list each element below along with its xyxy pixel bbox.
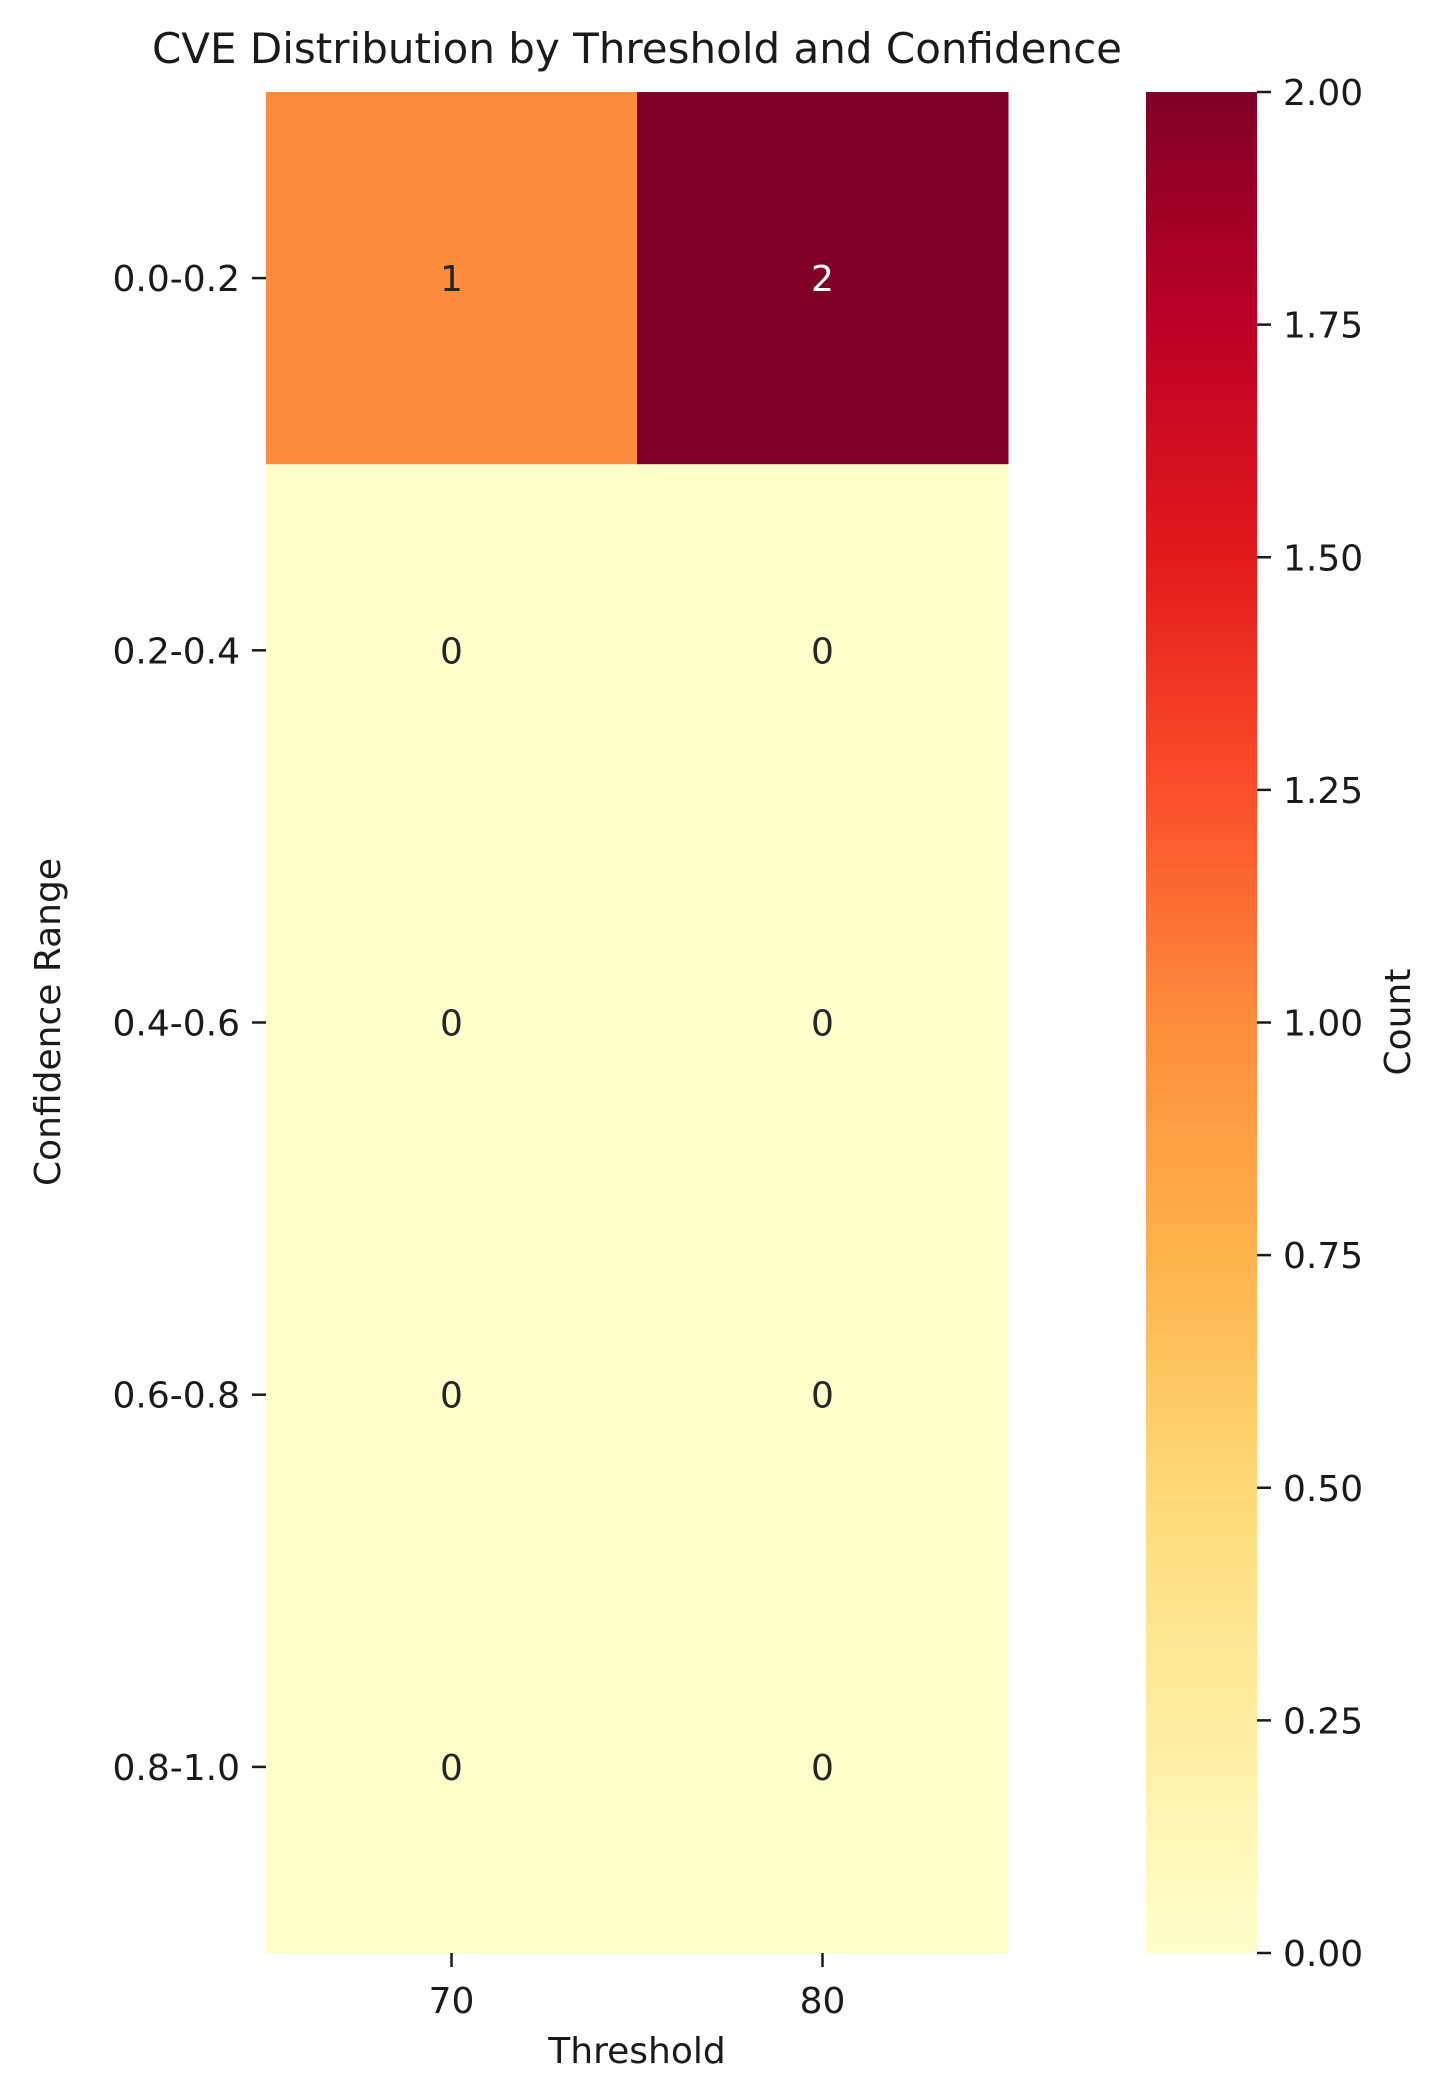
cell-annotation: 0 <box>440 631 463 672</box>
cell-annotation: 0 <box>811 1748 834 1789</box>
colorbar-tick-label: 2.00 <box>1283 73 1363 114</box>
y-tick-label: 0.2-0.4 <box>113 631 241 672</box>
x-axis: 70 80 <box>429 1953 846 2022</box>
colorbar: 0.00 0.25 0.50 0.75 1.00 1.25 1.50 1.75 2.00 Cou… <box>1146 73 1419 1975</box>
colorbar-tick-label: 1.50 <box>1283 538 1363 579</box>
cell-annotation: 1 <box>440 259 463 300</box>
heatmap-cell <box>637 836 1009 1210</box>
y-tick-label: 0.4-0.6 <box>113 1004 241 1045</box>
y-axis-label: Confidence Range <box>28 858 69 1186</box>
heatmap-cell <box>637 464 1009 837</box>
cell-annotation: 0 <box>811 1004 834 1045</box>
y-tick-label: 0.0-0.2 <box>113 259 241 300</box>
colorbar-tick-label: 0.75 <box>1283 1236 1363 1277</box>
heatmap-cell <box>637 1580 1009 1954</box>
heatmap-cell <box>637 92 1009 465</box>
cell-annotation: 0 <box>440 1376 463 1417</box>
cell-annotation: 0 <box>440 1748 463 1789</box>
colorbar-tick-label: 0.25 <box>1283 1701 1363 1742</box>
heatmap-cell <box>266 92 638 465</box>
heatmap-cell <box>266 464 638 837</box>
chart-title: CVE Distribution by Threshold and Confid… <box>152 24 1122 73</box>
heatmap-cell <box>266 1580 638 1954</box>
y-tick-label: 0.6-0.8 <box>113 1376 241 1417</box>
x-axis-label: Threshold <box>547 2031 725 2072</box>
x-tick-label: 70 <box>429 1981 475 2022</box>
heatmap-cell <box>637 1208 1009 1582</box>
cell-annotation: 0 <box>440 1004 463 1045</box>
colorbar-tick-label: 1.00 <box>1283 1004 1363 1045</box>
heatmap-cell <box>266 1208 638 1582</box>
colorbar-ticks: 0.00 0.25 0.50 0.75 1.00 1.25 1.50 1.75 2.00 <box>1257 73 1363 1975</box>
heatmap-cells <box>266 92 1009 1954</box>
colorbar-tick-label: 0.00 <box>1283 1934 1363 1975</box>
y-tick-label: 0.8-1.0 <box>113 1748 241 1789</box>
colorbar-tick-label: 1.25 <box>1283 771 1363 812</box>
y-axis: 0.0-0.2 0.2-0.4 0.4-0.6 0.6-0.8 0.8-1.0 <box>113 259 266 1789</box>
colorbar-label: Count <box>1378 969 1419 1076</box>
heatmap-cell <box>266 836 638 1210</box>
cell-annotations: 1 2 0 0 0 0 0 0 0 0 <box>440 259 834 1789</box>
cell-annotation: 0 <box>811 631 834 672</box>
x-tick-label: 80 <box>800 1981 846 2022</box>
colorbar-tick-label: 0.50 <box>1283 1469 1363 1510</box>
colorbar-gradient <box>1146 92 1257 1953</box>
cell-annotation: 2 <box>811 259 834 300</box>
cell-annotation: 0 <box>811 1376 834 1417</box>
colorbar-tick-label: 1.75 <box>1283 306 1363 347</box>
